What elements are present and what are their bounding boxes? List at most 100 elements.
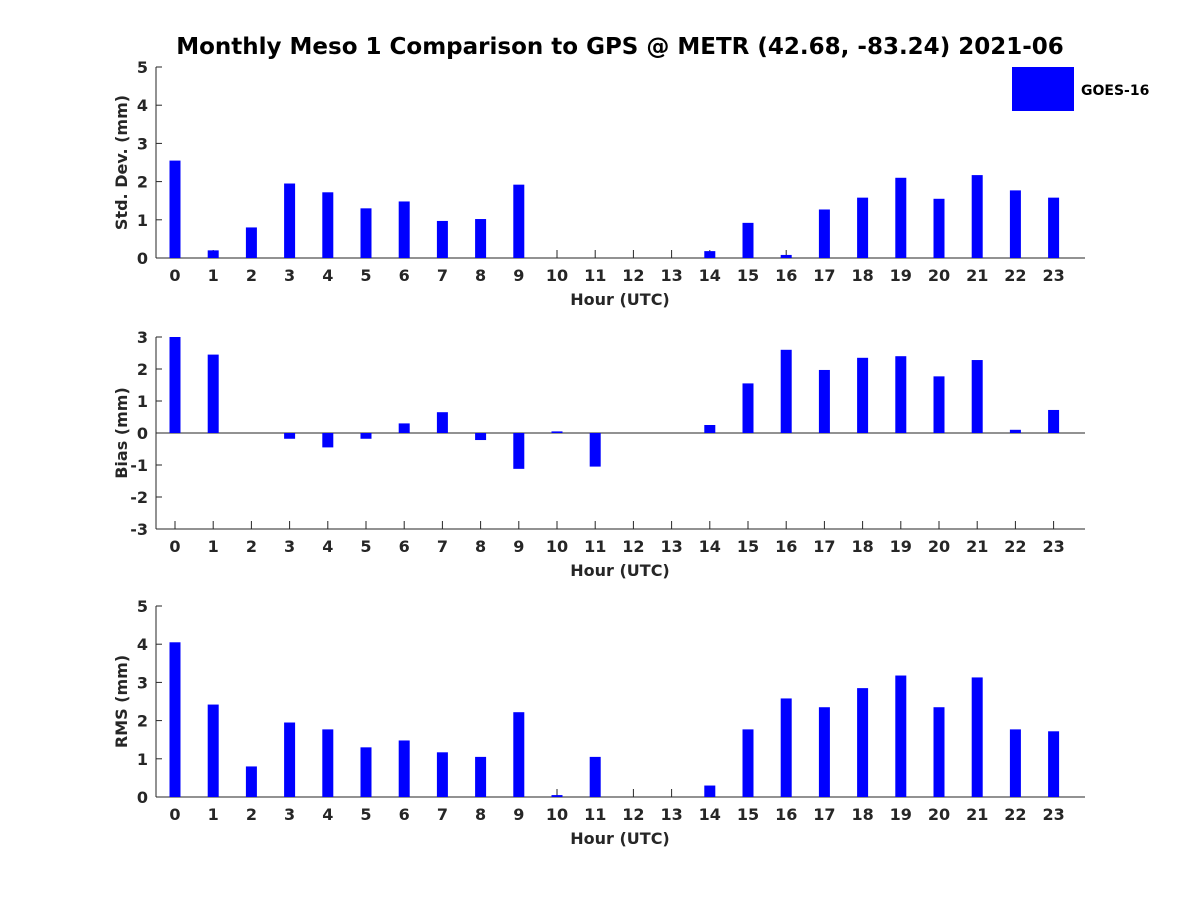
bar-hour-1 bbox=[207, 354, 219, 433]
y-axis-label: Bias (mm) bbox=[112, 387, 131, 479]
bar-hour-20 bbox=[933, 376, 945, 433]
y-tick-label: 5 bbox=[137, 597, 148, 616]
x-tick-label: 20 bbox=[928, 537, 950, 556]
bar-hour-4 bbox=[322, 729, 334, 797]
x-tick-label: 5 bbox=[360, 805, 371, 824]
x-tick-label: 1 bbox=[208, 805, 219, 824]
x-tick-label: 13 bbox=[660, 266, 682, 285]
bar-hour-20 bbox=[933, 707, 945, 797]
y-tick-label: -2 bbox=[130, 488, 148, 507]
y-tick-label: 2 bbox=[137, 712, 148, 731]
bar-hour-1 bbox=[207, 704, 219, 797]
x-tick-label: 7 bbox=[437, 805, 448, 824]
bar-hour-6 bbox=[398, 740, 410, 797]
x-tick-label: 1 bbox=[208, 537, 219, 556]
y-tick-label: 5 bbox=[137, 58, 148, 77]
y-tick-label: 0 bbox=[137, 788, 148, 807]
bar-hour-16 bbox=[780, 698, 792, 797]
bar-hour-3 bbox=[284, 183, 296, 258]
x-tick-label: 6 bbox=[399, 266, 410, 285]
x-axis-label: Hour (UTC) bbox=[570, 561, 670, 580]
bar-hour-3 bbox=[284, 722, 296, 797]
x-axis-label: Hour (UTC) bbox=[570, 829, 670, 848]
bar-hour-5 bbox=[360, 433, 372, 439]
x-tick-label: 22 bbox=[1004, 537, 1026, 556]
x-tick-label: 7 bbox=[437, 266, 448, 285]
x-tick-label: 4 bbox=[322, 537, 333, 556]
x-tick-label: 12 bbox=[622, 805, 644, 824]
bar-hour-8 bbox=[475, 756, 487, 797]
y-tick-label: 0 bbox=[137, 424, 148, 443]
legend-label: GOES-16 bbox=[1081, 83, 1149, 99]
bar-hour-23 bbox=[1048, 731, 1060, 797]
bar-hour-5 bbox=[360, 747, 372, 797]
x-tick-label: 10 bbox=[546, 537, 568, 556]
bar-hour-0 bbox=[169, 642, 181, 797]
x-tick-label: 17 bbox=[813, 805, 835, 824]
x-tick-label: 11 bbox=[584, 805, 606, 824]
x-tick-label: 11 bbox=[584, 266, 606, 285]
x-tick-label: 14 bbox=[699, 266, 721, 285]
bar-hour-21 bbox=[971, 175, 983, 258]
bar-hour-8 bbox=[475, 219, 487, 258]
x-tick-label: 17 bbox=[813, 266, 835, 285]
bar-hour-18 bbox=[857, 688, 869, 797]
y-tick-label: 4 bbox=[137, 635, 148, 654]
bar-hour-2 bbox=[245, 227, 257, 258]
x-tick-label: 20 bbox=[928, 266, 950, 285]
y-tick-label: 3 bbox=[137, 328, 148, 347]
x-tick-label: 2 bbox=[246, 537, 257, 556]
x-tick-label: 10 bbox=[546, 266, 568, 285]
x-tick-label: 2 bbox=[246, 266, 257, 285]
bar-hour-10 bbox=[551, 795, 563, 797]
y-axis-label: Std. Dev. (mm) bbox=[112, 95, 131, 230]
bar-hour-6 bbox=[398, 201, 410, 258]
bar-hour-19 bbox=[895, 675, 907, 797]
y-tick-label: 4 bbox=[137, 96, 148, 115]
bar-hour-15 bbox=[742, 383, 754, 433]
x-tick-label: 22 bbox=[1004, 805, 1026, 824]
bar-hour-4 bbox=[322, 433, 334, 448]
y-tick-label: 0 bbox=[137, 249, 148, 268]
x-tick-label: 6 bbox=[399, 537, 410, 556]
x-tick-label: 9 bbox=[513, 266, 524, 285]
x-tick-label: 16 bbox=[775, 266, 797, 285]
bar-hour-20 bbox=[933, 198, 945, 258]
x-tick-label: 23 bbox=[1042, 266, 1064, 285]
bar-hour-4 bbox=[322, 192, 334, 258]
bar-hour-10 bbox=[551, 431, 563, 433]
legend-swatch bbox=[1012, 67, 1074, 111]
x-tick-label: 15 bbox=[737, 805, 759, 824]
bar-hour-18 bbox=[857, 357, 869, 433]
x-tick-label: 8 bbox=[475, 537, 486, 556]
x-tick-label: 7 bbox=[437, 537, 448, 556]
x-tick-label: 5 bbox=[360, 537, 371, 556]
x-tick-label: 12 bbox=[622, 537, 644, 556]
bar-hour-21 bbox=[971, 677, 983, 797]
bar-hour-22 bbox=[1009, 729, 1021, 797]
x-tick-label: 6 bbox=[399, 805, 410, 824]
y-axis-label: RMS (mm) bbox=[112, 655, 131, 748]
x-tick-label: 5 bbox=[360, 266, 371, 285]
x-tick-label: 21 bbox=[966, 805, 988, 824]
chart-title: Monthly Meso 1 Comparison to GPS @ METR … bbox=[176, 34, 1064, 60]
y-tick-label: 1 bbox=[137, 211, 148, 230]
bar-hour-22 bbox=[1009, 429, 1021, 433]
x-tick-label: 20 bbox=[928, 805, 950, 824]
bar-hour-7 bbox=[436, 752, 448, 797]
bar-hour-5 bbox=[360, 208, 372, 258]
bar-hour-17 bbox=[818, 209, 830, 258]
y-tick-label: 3 bbox=[137, 673, 148, 692]
bar-hour-9 bbox=[513, 184, 525, 258]
x-tick-label: 16 bbox=[775, 805, 797, 824]
bar-hour-17 bbox=[818, 369, 830, 433]
bar-hour-8 bbox=[475, 433, 487, 441]
x-tick-label: 18 bbox=[851, 537, 873, 556]
y-tick-label: 1 bbox=[137, 750, 148, 769]
bar-hour-11 bbox=[589, 756, 601, 797]
y-tick-label: 1 bbox=[137, 392, 148, 411]
x-tick-label: 17 bbox=[813, 537, 835, 556]
x-tick-label: 1 bbox=[208, 266, 219, 285]
